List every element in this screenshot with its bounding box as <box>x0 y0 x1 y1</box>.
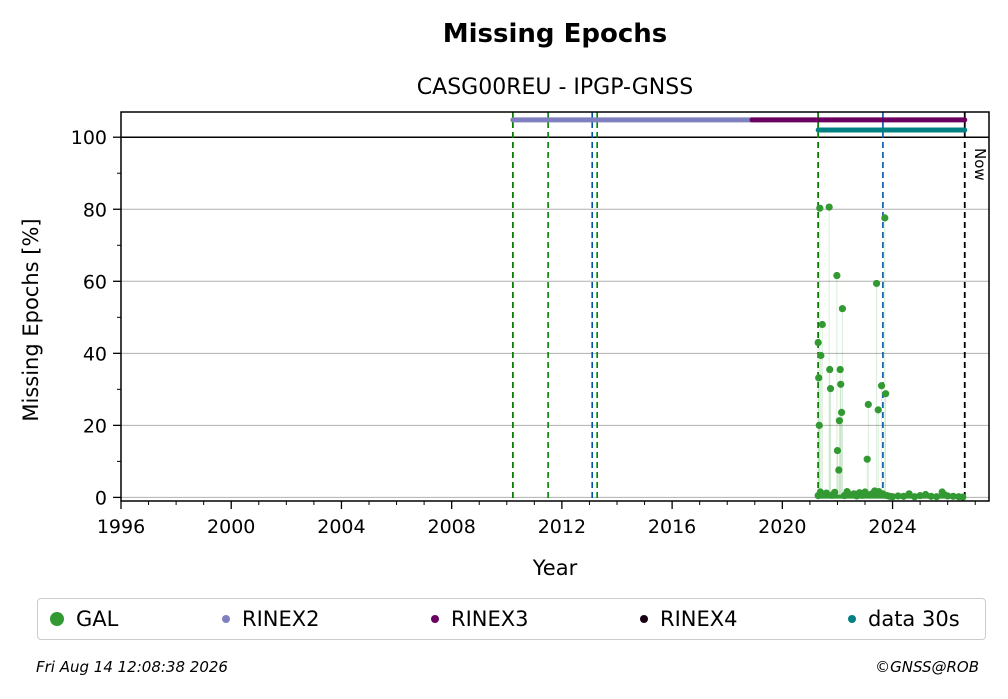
chart-subtitle: CASG00REU - IPGP-GNSS <box>417 75 693 100</box>
data-point <box>881 214 889 222</box>
y-tick-label: 100 <box>71 127 107 149</box>
legend: GAL RINEX2 RINEX3 RINEX4 data 30s <box>37 598 986 640</box>
legend-marker <box>222 615 230 623</box>
data-point <box>837 380 845 388</box>
legend-marker <box>640 615 648 623</box>
data-point <box>815 374 823 382</box>
x-tick-label: 2024 <box>868 516 916 538</box>
legend-label: GAL <box>76 607 119 631</box>
y-tick-label: 40 <box>83 343 107 365</box>
data-point <box>835 417 843 425</box>
data-point <box>814 338 822 347</box>
footer-copyright: ©GNSS@ROB <box>875 658 979 676</box>
legend-label: RINEX3 <box>451 607 529 631</box>
legend-item-rinex4: RINEX4 <box>640 607 738 631</box>
data-point <box>864 400 872 409</box>
data-point <box>882 390 890 398</box>
legend-item-rinex3: RINEX3 <box>431 607 529 631</box>
availability-bars <box>510 117 968 133</box>
data-point <box>835 466 843 474</box>
data-point <box>833 446 842 455</box>
legend-marker <box>50 612 64 626</box>
data-point <box>816 204 824 212</box>
data-point <box>833 271 841 280</box>
x-axis-label: Year <box>532 556 578 580</box>
legend-label: RINEX2 <box>242 607 320 631</box>
data-point <box>818 320 826 329</box>
data-point <box>826 365 834 374</box>
x-tick-label: 2020 <box>758 516 806 538</box>
y-tick-label: 80 <box>83 199 107 221</box>
axes: 1996 2000 2004 2008 2012 2016 2020 2024 0 20 40 60 8… <box>71 127 976 538</box>
y-axis-label: Missing Epochs [%] <box>19 218 43 421</box>
legend-marker <box>848 615 856 623</box>
x-tick-label: 2012 <box>538 516 586 538</box>
data-point <box>836 365 844 374</box>
y-tick-label: 60 <box>83 271 107 293</box>
data-point <box>838 305 847 313</box>
legend-marker <box>431 615 439 623</box>
data-point <box>837 408 846 416</box>
data-point <box>874 406 882 414</box>
x-tick-label: 2000 <box>207 516 255 538</box>
data-point <box>872 279 881 288</box>
now-label: Now <box>971 148 989 181</box>
data-point <box>861 488 869 496</box>
data-point <box>817 351 825 360</box>
vertical-event-lines <box>512 112 966 501</box>
data-point <box>877 382 886 390</box>
data-point <box>826 385 835 393</box>
data-point <box>815 421 823 429</box>
gal-series-points <box>814 203 967 501</box>
grid-lines <box>121 136 989 498</box>
x-tick-label: 2016 <box>648 516 696 538</box>
plot-frame <box>120 111 990 502</box>
legend-item-rinex2: RINEX2 <box>222 607 320 631</box>
data-point <box>863 455 871 463</box>
legend-label: data 30s <box>868 607 960 631</box>
x-tick-label: 2004 <box>317 516 365 538</box>
legend-label: RINEX4 <box>660 607 738 631</box>
data-point <box>831 488 839 496</box>
y-tick-label: 20 <box>83 415 107 437</box>
x-tick-label: 2008 <box>427 516 475 538</box>
data-point <box>825 203 833 211</box>
legend-item-data-30s: data 30s <box>848 607 960 631</box>
footer-timestamp: Fri Aug 14 12:08:38 2026 <box>36 658 228 676</box>
y-tick-label: 0 <box>95 487 107 509</box>
chart-title: Missing Epochs <box>443 19 667 49</box>
legend-item-gal: GAL <box>50 607 118 631</box>
x-tick-label: 1996 <box>97 516 145 538</box>
